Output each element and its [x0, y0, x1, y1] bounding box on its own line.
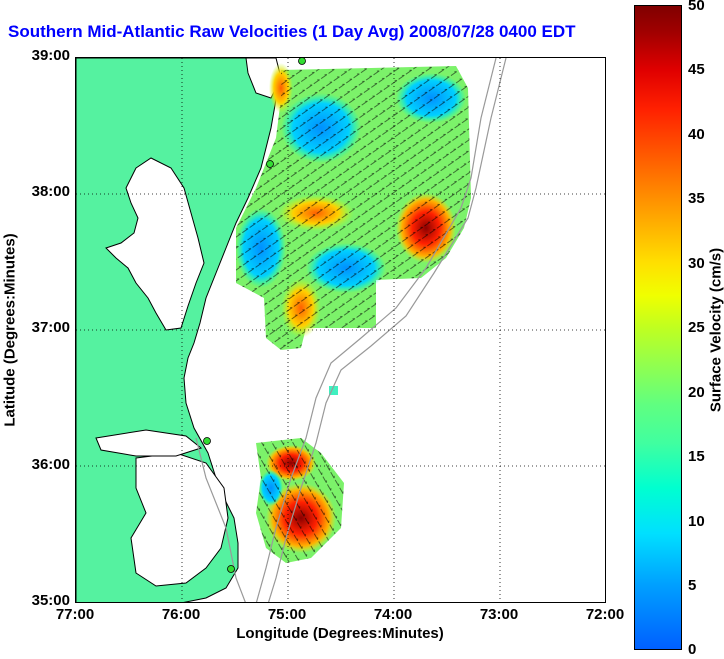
colorbar-tick-50: 50 [688, 0, 705, 14]
colorbar-tick-30: 30 [688, 255, 705, 272]
chesapeake-bay [105, 157, 205, 331]
lon-tick-77: 77:00 [55, 606, 95, 623]
lon-tick-73: 73:00 [479, 606, 519, 623]
lon-tick-75: 75:00 [267, 606, 307, 623]
colorbar-tick-5: 5 [688, 577, 697, 594]
colorbar-tick-10: 10 [688, 513, 705, 530]
colorbar-tick-0: 0 [688, 641, 697, 658]
colorbar-tick-40: 40 [688, 126, 705, 143]
colorbar-tick-15: 15 [688, 448, 705, 465]
x-axis-title: Longitude (Degrees:Minutes) [236, 625, 444, 642]
lon-tick-74: 74:00 [373, 606, 413, 623]
colorbar-tick-45: 45 [688, 61, 705, 78]
bathymetry-contours [195, 58, 507, 602]
map-title: Southern Mid-Atlantic Raw Velocities (1 … [8, 22, 576, 41]
colorbar-tick-35: 35 [688, 190, 705, 207]
colorbar-tick-20: 20 [688, 384, 705, 401]
radar-stations [203, 58, 306, 573]
grid-lines [76, 58, 605, 602]
velocity-vectors [236, 66, 471, 563]
colorbar-tick-25: 25 [688, 319, 705, 336]
lat-tick-35: 35:00 [31, 592, 70, 609]
map-panel [75, 57, 606, 603]
lat-tick-36: 36:00 [31, 456, 70, 473]
pamlico-sound [130, 452, 229, 587]
lat-tick-37: 37:00 [31, 319, 70, 336]
lat-tick-39: 39:00 [31, 47, 70, 64]
colorbar-title: Surface Velocity (cm/s) [707, 247, 724, 413]
albemarle-sound [95, 429, 203, 457]
y-axis-title: Latitude (Degrees:Minutes) [1, 233, 19, 427]
map-canvas [76, 58, 605, 602]
velocity-colorbar [634, 5, 682, 650]
lon-tick-72: 72:00 [585, 606, 625, 623]
lat-tick-38: 38:00 [31, 183, 70, 200]
lon-tick-76: 76:00 [161, 606, 201, 623]
